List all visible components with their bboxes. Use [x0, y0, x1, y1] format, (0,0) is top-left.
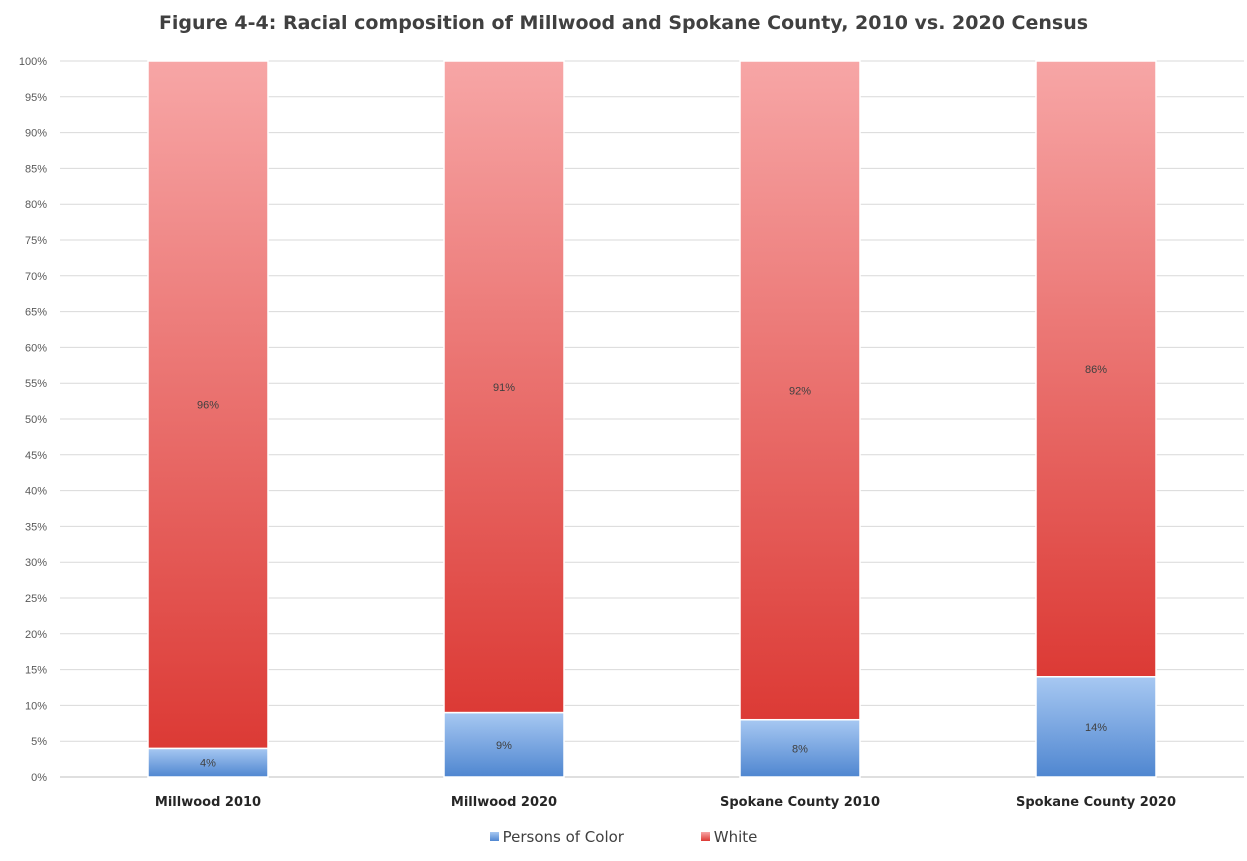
- y-tick-label: 30%: [25, 557, 47, 569]
- y-tick-label: 0%: [31, 772, 47, 784]
- bar-persons-of-color: [1035, 676, 1157, 778]
- bar-white: [443, 60, 565, 714]
- data-label: 96%: [197, 400, 219, 412]
- y-tick-label: 25%: [25, 593, 47, 605]
- legend-swatch-white: [700, 832, 710, 841]
- bars: [147, 60, 1157, 778]
- legend-label-white: White: [713, 828, 758, 846]
- x-axis: Millwood 2010 Millwood 2020 Spokane County…: [155, 795, 1176, 810]
- data-label: 4%: [200, 758, 216, 770]
- chart-title: Figure 4-4: Racial composition of Millwo…: [158, 12, 1089, 34]
- y-tick-label: 75%: [25, 235, 47, 247]
- x-tick-label: Millwood 2020: [451, 795, 557, 810]
- y-tick-label: 10%: [25, 700, 47, 712]
- data-label: 91%: [493, 382, 515, 394]
- legend-item-persons-of-color: Persons of Color: [489, 828, 624, 846]
- bar-persons-of-color: [147, 747, 269, 778]
- data-labels: 4% 96% 9% 91% 8% 92% 14% 86%: [197, 364, 1107, 770]
- y-tick-label: 85%: [25, 163, 47, 175]
- y-tick-label: 55%: [25, 378, 47, 390]
- y-tick-label: 65%: [25, 307, 47, 319]
- data-label: 92%: [789, 385, 811, 397]
- y-tick-label: 90%: [25, 128, 47, 140]
- y-tick-label: 35%: [25, 521, 47, 533]
- bar-white: [1035, 60, 1157, 678]
- legend-label-persons-of-color: Persons of Color: [502, 828, 624, 846]
- y-tick-label: 15%: [25, 665, 47, 677]
- y-tick-label: 45%: [25, 450, 47, 462]
- legend-swatch-persons-of-color: [489, 832, 499, 841]
- bar-white: [147, 60, 269, 750]
- y-tick-label: 80%: [25, 199, 47, 211]
- legend-item-white: White: [700, 828, 758, 846]
- y-axis: 0% 5% 10% 15% 20% 25% 30% 35% 40% 45% 50% 55% 60% 65%…: [19, 56, 47, 784]
- data-label: 9%: [496, 740, 512, 752]
- bar-persons-of-color: [443, 711, 565, 778]
- x-tick-label: Millwood 2010: [155, 795, 261, 810]
- bar-persons-of-color: [739, 718, 861, 778]
- x-tick-label: Spokane County 2020: [1016, 795, 1176, 810]
- bar-white: [739, 60, 861, 721]
- y-tick-label: 95%: [25, 92, 47, 104]
- y-tick-label: 20%: [25, 629, 47, 641]
- y-tick-label: 40%: [25, 486, 47, 498]
- legend: Persons of Color White: [0, 828, 1247, 846]
- y-tick-label: 50%: [25, 414, 47, 426]
- data-label: 14%: [1085, 722, 1107, 734]
- x-tick-label: Spokane County 2010: [720, 795, 880, 810]
- data-label: 8%: [792, 743, 808, 755]
- y-tick-label: 60%: [25, 342, 47, 354]
- y-tick-label: 100%: [19, 56, 47, 68]
- y-tick-label: 70%: [25, 271, 47, 283]
- y-tick-label: 5%: [31, 736, 47, 748]
- data-label: 86%: [1085, 364, 1107, 376]
